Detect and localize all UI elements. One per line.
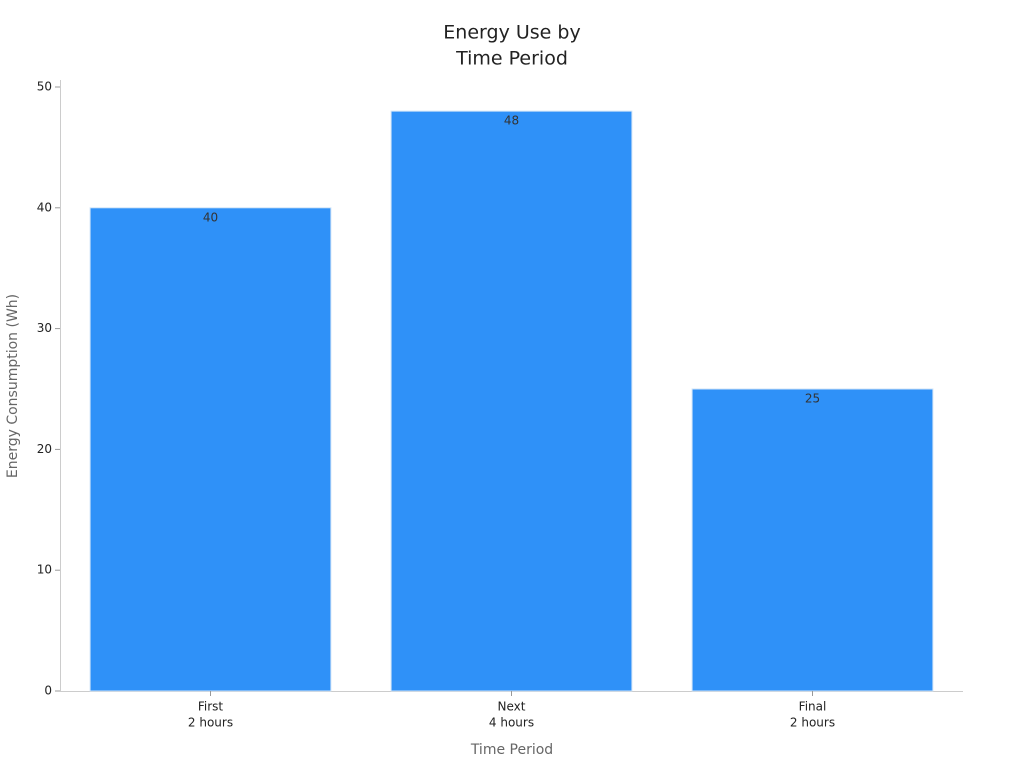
value-label: 40	[203, 210, 218, 224]
x-tick-label: Final	[799, 700, 827, 714]
x-axis-label: Time Period	[470, 742, 553, 758]
x-tick-label: 2 hours	[188, 716, 233, 730]
y-axis-label: Energy Consumption (Wh)	[5, 294, 21, 478]
x-tick-label: First	[198, 700, 224, 714]
y-tick-label: 10	[37, 563, 52, 577]
y-tick-label: 30	[37, 321, 52, 335]
y-tick-label: 40	[37, 200, 52, 214]
x-tick-label: 2 hours	[790, 716, 835, 730]
bar	[691, 388, 934, 692]
y-tick-label: 20	[37, 442, 52, 456]
value-label: 48	[504, 114, 519, 128]
value-label: 25	[805, 392, 820, 406]
bar	[89, 207, 332, 692]
y-tick-label: 50	[37, 80, 52, 94]
x-tick-label: Next	[498, 700, 526, 714]
y-tick-label: 0	[44, 684, 52, 698]
x-tick-label: 4 hours	[489, 716, 534, 730]
chart-title: Time Period	[455, 48, 568, 70]
chart-title: Energy Use by	[443, 22, 580, 44]
bar	[390, 110, 633, 692]
